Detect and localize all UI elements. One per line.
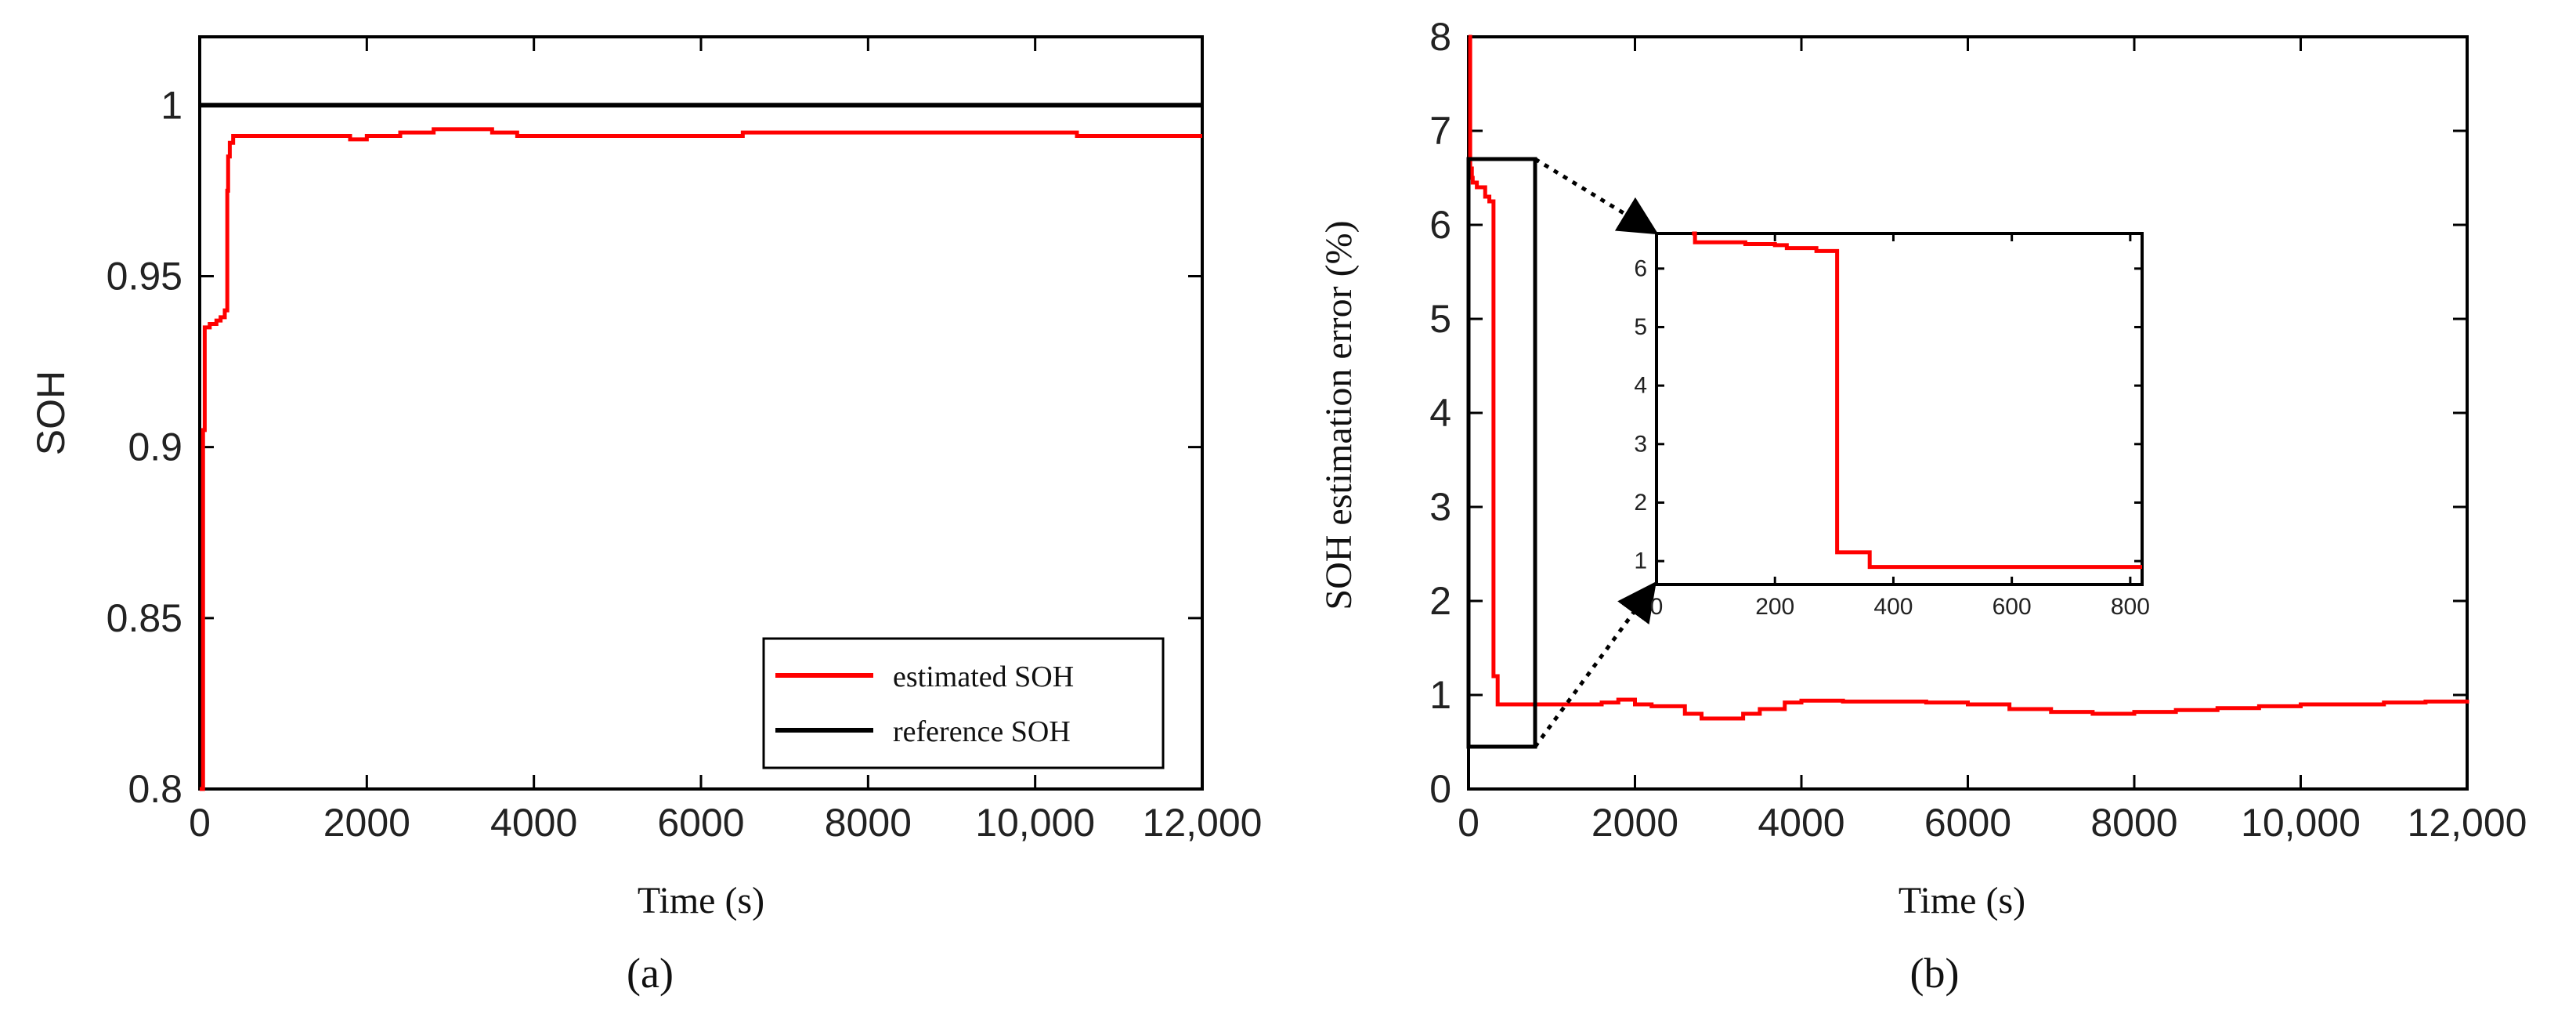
chart-a-x-tick-label: 12,000: [1143, 801, 1263, 845]
chart-b-x-tick-label: 6000: [1924, 801, 2011, 845]
chart-a: 0 2000 4000 6000 8000 10,000 12,000 0.8 0.85 0.9…: [29, 35, 1263, 997]
chart-b-y-tick-label: 4: [1429, 391, 1451, 435]
legend: estimated SOH reference SOH: [762, 637, 1165, 769]
chart-b-y-tick-label: 2: [1429, 579, 1451, 623]
chart-b-y-tick-label: 6: [1429, 203, 1451, 247]
chart-a-y-axis-label: SOH: [29, 371, 73, 455]
chart-b-y-tick-label: 5: [1429, 297, 1451, 341]
chart-b-x-tick-label: 12,000: [2408, 801, 2527, 845]
chart-b-y-tick-label: 0: [1429, 767, 1451, 811]
chart-b-y-tick-label: 1: [1429, 673, 1451, 717]
zoom-arrow-bottom: [1533, 581, 1657, 748]
chart-a-x-tick-label: 8000: [825, 801, 912, 845]
chart-a-series-estimated-soh: [200, 127, 1202, 791]
chart-b-series-soh-estimation-error: [1468, 34, 2469, 721]
chart-a-x-tick-label: 2000: [323, 801, 410, 845]
legend-box: [762, 637, 1165, 769]
inset-x-tick-label: 600: [1993, 594, 2032, 620]
inset-y-tick-label: 1: [1634, 548, 1647, 574]
inset-plot-frame: [1655, 232, 2144, 586]
chart-a-x-axis-label: Time (s): [638, 880, 764, 921]
inset-x-tick-label: 400: [1873, 594, 1913, 620]
chart-b: 0 2000 4000 6000 8000 10,000 12,000 012345678 …: [1318, 15, 2527, 997]
chart-b-y-tick-label: 3: [1429, 485, 1451, 529]
inset-y-tick-label: 4: [1634, 373, 1647, 399]
chart-a-y-tick-label: 0.85: [107, 596, 182, 640]
zoom-box: [1466, 157, 1537, 749]
inset-y-tick-label: 5: [1634, 314, 1647, 340]
chart-b-x-tick-label: 0: [1458, 801, 1479, 845]
chart-a-x-tick-label: 0: [189, 801, 211, 845]
legend-label-reference: reference SOH: [893, 715, 1071, 748]
chart-a-x-tick-label: 6000: [657, 801, 744, 845]
chart-b-x-tick-label: 10,000: [2241, 801, 2361, 845]
chart-a-y-tick-label: 0.95: [107, 254, 182, 298]
inset-y-tick-label: 6: [1634, 255, 1647, 281]
chart-b-x-tick-label: 8000: [2090, 801, 2177, 845]
inset-series-soh-estimation-error-zoom-: [1692, 231, 2142, 570]
chart-a-x-tick-label: 10,000: [975, 801, 1095, 845]
inset-y-tick-label: 2: [1634, 490, 1647, 516]
chart-a-x-tick-label: 4000: [490, 801, 577, 845]
chart-a-y-tick-label: 1: [161, 83, 182, 127]
chart-b-y-tick-label: 7: [1429, 109, 1451, 153]
legend-label-estimated: estimated SOH: [893, 661, 1074, 693]
chart-b-x-tick-label: 4000: [1758, 801, 1844, 845]
panel-label-b: (b): [1910, 950, 1960, 997]
chart-a-y-tick-label: 0.9: [128, 425, 182, 469]
inset-chart: 0 200 400 600 800 1 2 3 4 5 6: [1634, 231, 2150, 620]
chart-a-y-tick-label: 0.8: [128, 767, 182, 811]
chart-b-x-tick-label: 2000: [1591, 801, 1678, 845]
inset-x-tick-label: 0: [1650, 594, 1664, 620]
chart-b-y-tick-label: 8: [1429, 15, 1451, 59]
chart-b-y-axis-label: SOH estimation error (%): [1318, 220, 1360, 610]
chart-b-x-axis-label: Time (s): [1899, 880, 2025, 921]
inset-y-tick-label: 3: [1634, 431, 1647, 457]
inset-x-tick-label: 800: [2111, 594, 2150, 620]
inset-x-tick-label: 200: [1755, 594, 1794, 620]
zoom-arrow-top: [1534, 157, 1659, 235]
panel-label-a: (a): [627, 950, 674, 997]
